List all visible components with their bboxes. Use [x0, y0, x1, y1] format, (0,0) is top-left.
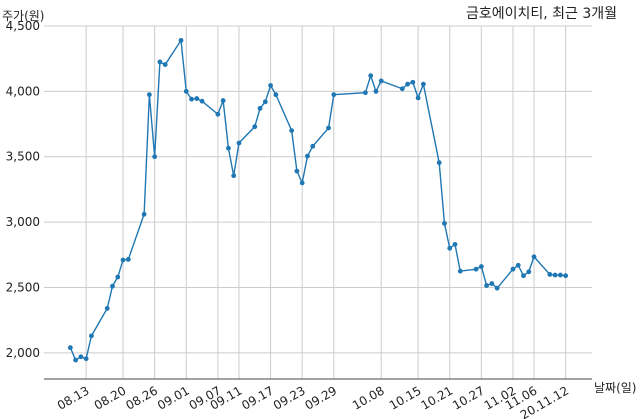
x-tick-label: 08.26 — [123, 383, 160, 412]
data-point — [521, 273, 526, 279]
data-point — [110, 283, 115, 289]
data-point — [89, 333, 94, 339]
data-point — [104, 306, 110, 311]
x-tick-label: 08.13 — [55, 383, 92, 412]
data-point — [294, 168, 300, 174]
data-point — [115, 274, 121, 280]
grid — [44, 25, 592, 379]
data-point — [67, 345, 73, 351]
data-point — [557, 272, 563, 278]
data-point — [73, 357, 79, 363]
data-point — [199, 98, 205, 104]
data-point — [415, 95, 421, 101]
data-point — [152, 154, 158, 160]
data-point — [489, 281, 495, 286]
data-point — [273, 92, 279, 98]
data-point — [78, 354, 84, 360]
data-point — [252, 124, 258, 130]
data-point — [257, 105, 263, 111]
x-tick-label: 10.21 — [418, 383, 455, 412]
data-point — [236, 140, 242, 146]
data-point — [262, 99, 268, 105]
data-point — [510, 266, 516, 272]
data-point — [220, 98, 226, 103]
data-point — [447, 245, 453, 251]
data-point — [183, 88, 189, 94]
data-point — [125, 256, 131, 262]
data-point — [326, 125, 331, 131]
data-point — [399, 86, 405, 92]
data-point — [194, 96, 200, 101]
data-point — [378, 78, 384, 84]
data-point — [120, 257, 126, 263]
data-point — [189, 96, 194, 102]
data-point — [289, 128, 295, 133]
data-point — [420, 81, 426, 87]
data-point — [452, 241, 458, 247]
data-point — [442, 221, 447, 226]
data-point — [215, 111, 221, 117]
x-tick-label: 09.23 — [271, 383, 308, 412]
data-point — [563, 273, 569, 279]
data-point — [494, 285, 500, 291]
data-point — [178, 37, 184, 43]
data-point — [268, 83, 273, 88]
data-point — [305, 153, 310, 159]
data-point — [83, 356, 89, 362]
y-axis-ticks: 2,000 2,500 3,000 3,500 4,000 4,500 — [6, 19, 40, 360]
data-point — [146, 92, 152, 98]
y-tick-label: 2,500 — [6, 280, 40, 294]
data-point — [373, 88, 379, 94]
data-point — [547, 272, 553, 277]
data-point — [531, 254, 537, 260]
data-point — [162, 62, 168, 67]
data-point — [226, 145, 231, 151]
data-point — [436, 160, 442, 166]
data-point — [473, 266, 479, 272]
x-tick-label: 09.01 — [155, 383, 192, 412]
data-point — [478, 264, 484, 269]
data-point — [310, 143, 316, 149]
series-line — [69, 38, 566, 362]
data-point — [410, 79, 416, 85]
chart-title: 금호에이치티, 최근 3개월 — [466, 6, 617, 22]
x-tick-label: 09.29 — [303, 383, 340, 412]
y-tick-label: 2,000 — [6, 346, 40, 360]
data-point — [526, 269, 532, 275]
y-tick-label: 4,500 — [6, 19, 40, 33]
x-tick-label: 08.20 — [92, 383, 129, 412]
data-point — [157, 59, 163, 65]
x-tick-label: 10.27 — [450, 383, 487, 412]
data-point — [368, 73, 374, 79]
data-point — [515, 262, 521, 268]
x-axis-label: 날짜(일) — [594, 381, 636, 395]
data-point — [141, 211, 147, 217]
data-point — [405, 81, 410, 87]
data-point — [363, 90, 368, 96]
x-tick-label: 09.17 — [239, 383, 276, 412]
series-points — [67, 37, 569, 363]
x-tick-label: 10.08 — [350, 383, 387, 412]
y-tick-label: 4,000 — [6, 84, 40, 98]
data-point — [331, 92, 337, 98]
data-point — [457, 268, 463, 274]
y-tick-label: 3,000 — [6, 215, 40, 229]
y-tick-label: 3,500 — [6, 150, 40, 164]
y-axis-label: 주가(원) — [2, 9, 44, 23]
data-point — [552, 272, 558, 278]
x-axis-ticks: 08.13 08.2008.2609.0109.0709.1109.1709.23… — [55, 383, 571, 419]
x-tick-label: 10.15 — [387, 383, 424, 412]
data-point — [484, 283, 490, 288]
data-point — [299, 180, 305, 186]
data-point — [231, 173, 237, 179]
